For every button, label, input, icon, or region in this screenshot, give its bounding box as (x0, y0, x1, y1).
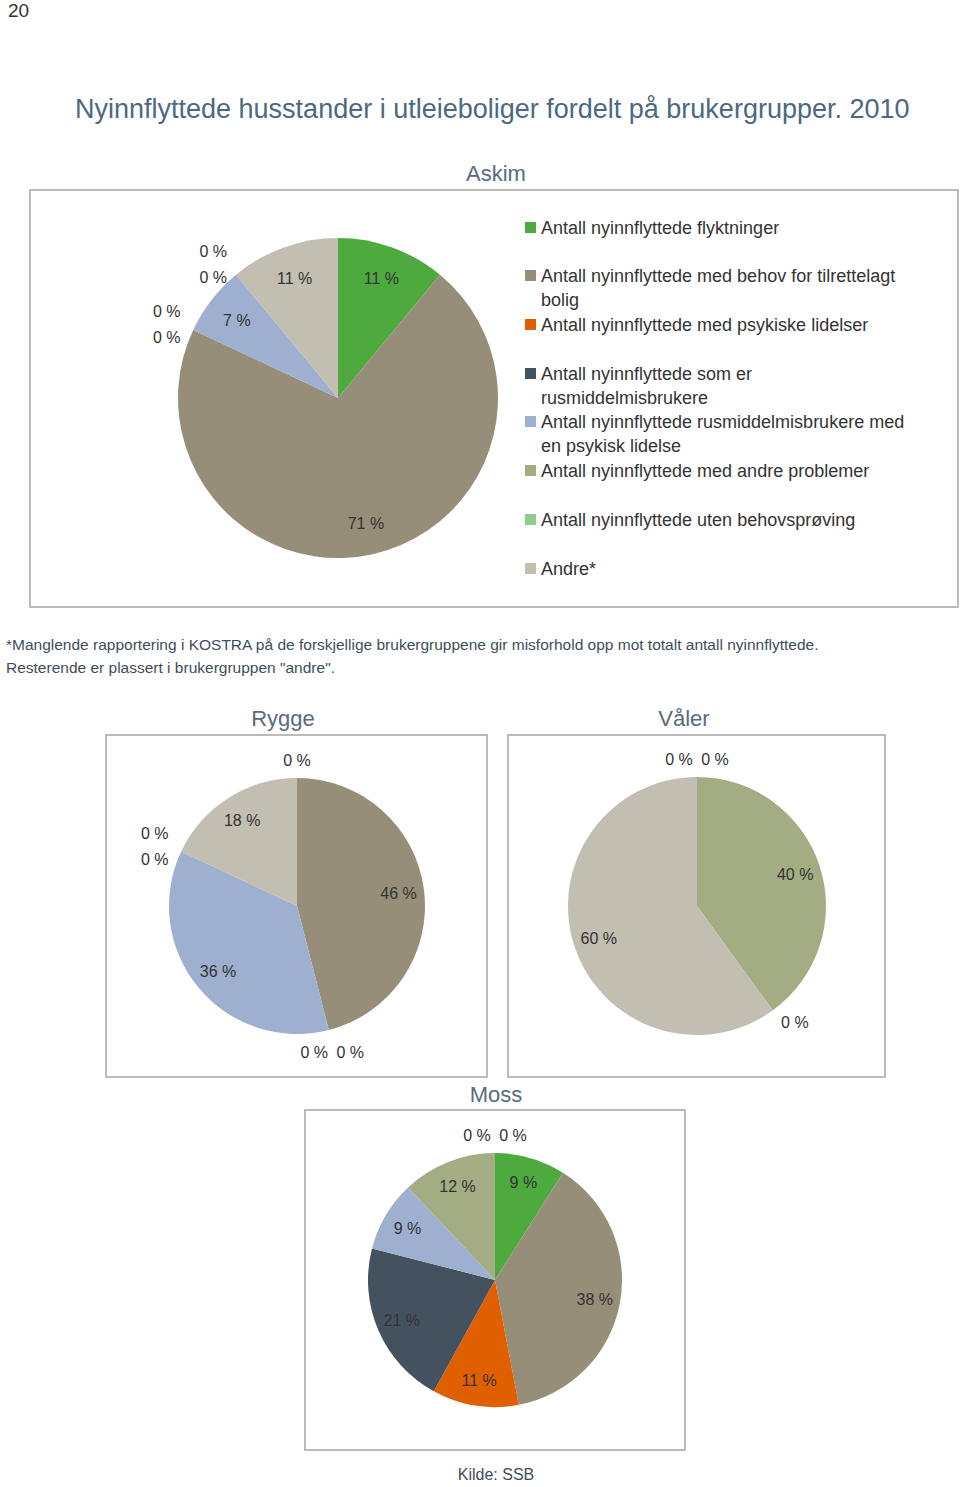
data-label: 11 % (461, 1372, 496, 1389)
pie-slice: Antall nyinnflyttede med behov for tilre… (178, 275, 498, 558)
data-label: 11 % (364, 270, 399, 287)
data-labels: 9 % 38 % 11 % 21 % 9 % 12 % 0 % 0 % (384, 1127, 614, 1389)
source: Kilde: SSB (458, 1466, 534, 1484)
pie-slice: Andre* (181, 778, 297, 906)
data-label: 0 % (200, 243, 228, 260)
chart-frame (106, 735, 487, 1077)
legend-label: Antall nyinnflyttede uten behovsprøving (541, 508, 909, 532)
data-label: 11 % (277, 270, 312, 287)
pie-slice: Antall nyinnflyttede med andre problemer (408, 1153, 495, 1280)
data-label: 7 % (223, 312, 251, 329)
slices: Antall nyinnflyttede flyktningerAntall n… (368, 1153, 622, 1407)
legend-label: Antall nyinnflyttede flyktninger (541, 216, 909, 240)
chart-frame (30, 190, 958, 607)
pie-slice: Andre* (236, 238, 338, 398)
data-labels: 0 % 46 % 0 % 0 % 36 % 0 % 0 % 18 % (141, 752, 417, 1061)
data-label: 0 % (141, 851, 169, 868)
data-label: 0 % (200, 269, 228, 286)
data-labels: 11 % 71 % 0 % 0 % 7 % 0 % 0 % 11 % (153, 243, 399, 532)
chart-title: Våler (658, 706, 709, 732)
data-label: 0 % (141, 825, 169, 842)
legend-swatch (525, 270, 536, 281)
data-label: 0 % (499, 1127, 527, 1144)
chart-title: Rygge (251, 706, 315, 732)
legend-label: Antall nyinnflyttede med andre problemer (541, 459, 909, 483)
pie-chart: Antall nyinnflyttede flyktninger Antall n… (29, 189, 959, 608)
chart-frame (508, 735, 885, 1077)
chart-title: Moss (470, 1082, 523, 1108)
data-label: 0 % (301, 1044, 329, 1061)
data-label: 21 % (384, 1312, 420, 1329)
legend-swatch (525, 563, 536, 574)
data-label: 46 % (380, 885, 416, 902)
pie-chart: Antall nyinnflyttede flyktningerAntall n… (105, 734, 488, 1078)
data-label: 0 % (701, 751, 729, 768)
data-label: 0 % (665, 751, 693, 768)
chart-title: Askim (466, 161, 526, 187)
legend-label: Andre* (541, 557, 909, 581)
data-labels: 0 % 0 % 40 % 0 % 60 % (581, 751, 814, 1031)
footnote: Resterende er plassert i brukergruppen "… (6, 659, 335, 677)
data-label: 0 % (781, 1014, 809, 1031)
chart-frame (305, 1110, 685, 1450)
legend-swatch (525, 416, 536, 427)
legend-swatch (525, 465, 536, 476)
pie-slice: Andre* (568, 777, 773, 1035)
legend-swatch (525, 514, 536, 525)
data-label: 60 % (581, 930, 617, 947)
legend-label: Antall nyinnflyttede med psykiske lidels… (541, 313, 909, 337)
legend-label: Antall nyinnflyttede med behov for tilre… (541, 264, 909, 312)
legend-swatch (525, 222, 536, 233)
data-label: 71 % (348, 515, 384, 532)
pie-slice: Antall nyinnflyttede med behov for tilre… (495, 1173, 622, 1405)
data-label: 0 % (283, 752, 311, 769)
legend-swatch (525, 368, 536, 379)
data-label: 38 % (577, 1291, 613, 1308)
page-number: 20 (8, 0, 29, 22)
data-label: 9 % (510, 1174, 538, 1191)
data-label: 40 % (777, 866, 813, 883)
legend-swatch (525, 319, 536, 330)
pie-chart: Antall nyinnflyttede flyktningerAntall n… (304, 1109, 686, 1451)
data-label: 9 % (394, 1220, 422, 1237)
slices: Antall nyinnflyttede flyktningerAntall n… (568, 777, 826, 1035)
slices: Antall nyinnflyttede flyktningerAntall n… (169, 778, 425, 1034)
data-label: 0 % (463, 1127, 491, 1144)
footnote: *Manglende rapportering i KOSTRA på de f… (6, 636, 818, 654)
data-label: 0 % (153, 303, 181, 320)
slices: Antall nyinnflyttede flyktningerAntall n… (178, 238, 498, 558)
data-label: 18 % (224, 812, 260, 829)
data-label: 12 % (439, 1178, 475, 1195)
legend-label: Antall nyinnflyttede rusmiddelmisbrukere… (541, 410, 909, 458)
data-label: 0 % (153, 329, 181, 346)
page-title: Nyinnflyttede husstander i utleieboliger… (75, 94, 910, 125)
page: 20 Nyinnflyttede husstander i utleiebolig… (0, 0, 960, 1487)
data-label: 36 % (200, 963, 236, 980)
pie-chart: Antall nyinnflyttede flyktningerAntall n… (507, 734, 886, 1078)
legend-label: Antall nyinnflyttede som er rusmiddelmis… (541, 362, 909, 410)
data-label: 0 % (337, 1044, 365, 1061)
